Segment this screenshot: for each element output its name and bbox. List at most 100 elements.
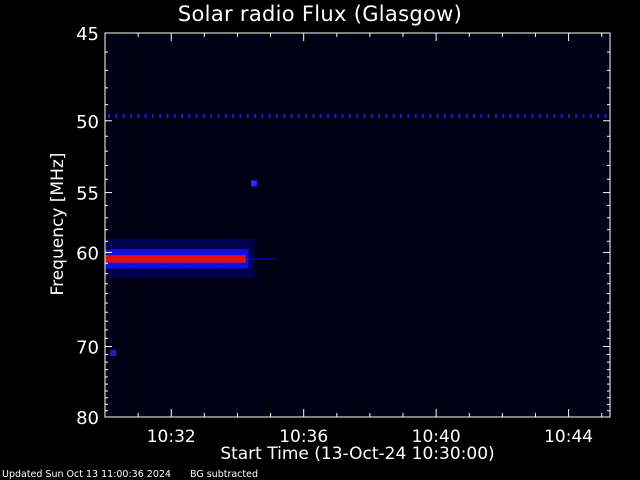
updated-timestamp: Updated Sun Oct 13 11:00:36 2024 (2, 469, 171, 480)
rfi-line-segment (224, 114, 227, 119)
rfi-line-segment (283, 114, 286, 119)
background-striation (224, 35, 226, 415)
y-tick-label: 55 (76, 184, 99, 205)
background-striation (155, 35, 157, 415)
rfi-line-segment (575, 114, 578, 119)
background-striation (177, 35, 179, 415)
burst-spot (251, 180, 258, 187)
background-striation (294, 35, 296, 415)
background-striation (525, 35, 527, 415)
rfi-line-segment (487, 114, 490, 119)
rfi-line-segment (429, 114, 432, 119)
rfi-line-segment (458, 114, 461, 119)
background-striation (299, 35, 301, 415)
background-striation (165, 35, 167, 415)
axes-layer: 45 50 55 60 70 80 10:32 10:36 10:40 10:44 (76, 24, 611, 447)
background-striation (458, 35, 460, 415)
background-striation (170, 35, 172, 415)
background-striation (314, 35, 316, 415)
rfi-line-segment (232, 114, 235, 119)
background-striation (182, 35, 184, 415)
background-striation (486, 35, 488, 415)
rfi-line-segment (239, 114, 242, 119)
background-striation (338, 35, 340, 415)
background-striation (419, 35, 421, 415)
background-striation (606, 35, 608, 415)
background-striation (369, 35, 371, 415)
rfi-line-segment (538, 114, 541, 119)
rfi-line-segment (312, 114, 315, 119)
background-striation (455, 35, 457, 415)
x-axis-label: Start Time (13-Oct-24 10:30:00) (220, 444, 495, 464)
plot-background (105, 33, 610, 417)
burst-spot (110, 349, 117, 356)
rfi-line-segment (327, 114, 329, 119)
background-striation (240, 35, 242, 415)
footer: Updated Sun Oct 13 11:00:36 2024 BG subt… (2, 469, 274, 480)
background-striation (399, 35, 401, 415)
background-striation (489, 35, 491, 415)
y-tick-label: 80 (76, 408, 99, 429)
background-striation (392, 35, 394, 415)
background-striation (467, 35, 469, 415)
background-striation (572, 35, 574, 415)
background-striation (131, 35, 133, 415)
background-striation (146, 35, 148, 415)
background-striation (470, 35, 472, 415)
rfi-line-segment (275, 114, 278, 119)
background-striation (377, 35, 379, 415)
y-axis-label: Frequency [MHz] (48, 152, 68, 296)
background-striation (333, 35, 335, 415)
background-striation (560, 35, 562, 415)
background-striation (594, 35, 596, 415)
background-striation (411, 35, 413, 415)
plot-frame (104, 32, 611, 418)
background-striation (599, 35, 601, 415)
background-striation (272, 35, 274, 415)
background-striation (516, 35, 518, 415)
background-striation (162, 35, 164, 415)
background-striation (501, 35, 503, 415)
rfi-line-segment (567, 114, 570, 119)
rfi-line-segment (451, 114, 454, 119)
background-striation (360, 35, 362, 415)
background-striation (326, 35, 328, 415)
background-striation (291, 35, 293, 415)
background-striation (341, 35, 343, 415)
rfi-line-segment (582, 114, 585, 119)
background-striation (204, 35, 206, 415)
background-striation (282, 35, 284, 415)
background-striation (174, 35, 176, 415)
background-striation (233, 35, 235, 415)
background-striation (548, 35, 550, 415)
background-striation (447, 35, 449, 415)
rfi-line-segment (546, 114, 548, 119)
background-striation (318, 35, 320, 415)
background-striation (330, 35, 332, 415)
background-striation (279, 35, 281, 415)
background-striation (350, 35, 352, 415)
background-striation (201, 35, 203, 415)
rfi-line-segment (202, 114, 205, 119)
background-striation (431, 35, 433, 415)
background-striation (185, 35, 187, 415)
background-striation (443, 35, 445, 415)
background-striation (482, 35, 484, 415)
background-striation (438, 35, 440, 415)
background-striation (252, 35, 254, 415)
background-striation (345, 35, 347, 415)
background-striation (579, 35, 581, 415)
background-striation (603, 35, 605, 415)
rfi-line-segment (378, 114, 381, 119)
background-striation (404, 35, 406, 415)
background-striation (209, 35, 211, 415)
background-striation (416, 35, 418, 415)
background-striation (263, 35, 265, 415)
background-striation (189, 35, 191, 415)
background-striation (248, 35, 250, 415)
rfi-line-segment (502, 114, 505, 119)
background-striation (533, 35, 535, 415)
background-striation (158, 35, 160, 415)
background-striation (536, 35, 538, 415)
background-striation (216, 35, 218, 415)
